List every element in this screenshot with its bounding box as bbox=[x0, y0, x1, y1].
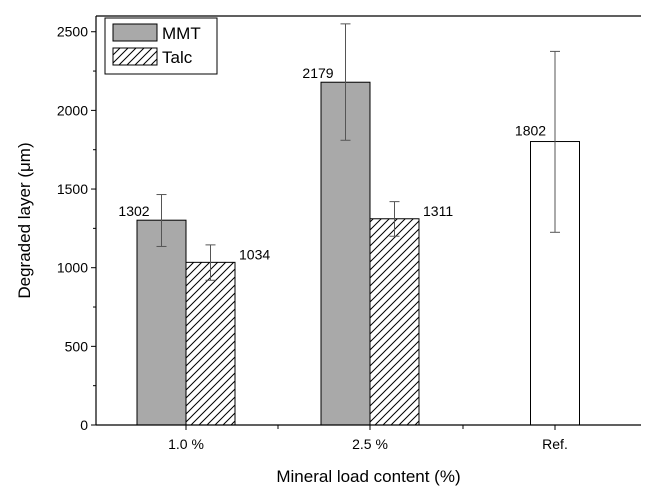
data-labels: 1302 1034 2179 1311 1802 bbox=[118, 65, 546, 262]
y-tick-label-1000: 1000 bbox=[57, 260, 88, 276]
y-tick-label-2500: 2500 bbox=[57, 24, 88, 40]
y-tick-label-2000: 2000 bbox=[57, 102, 88, 118]
y-axis-title: Degraded layer (μm) bbox=[15, 142, 34, 298]
bar-talc-10 bbox=[185, 261, 236, 426]
x-tick-label-1: 2.5 % bbox=[352, 436, 388, 452]
y-tick-label-1500: 1500 bbox=[57, 181, 88, 197]
y-tick-label-500: 500 bbox=[65, 338, 89, 354]
axes: 0 500 1000 1500 2000 2500 1.0 % 2.5 % Ref. bbox=[57, 15, 641, 452]
bar-talc-25 bbox=[369, 218, 420, 426]
data-label-talc-25: 1311 bbox=[423, 203, 453, 219]
data-label-talc-10: 1034 bbox=[239, 246, 270, 262]
legend-label-mmt: MMT bbox=[162, 24, 201, 43]
y-tick-label-0: 0 bbox=[80, 417, 88, 433]
data-label-mmt-10: 1302 bbox=[118, 203, 149, 219]
x-axis-title: Mineral load content (%) bbox=[276, 467, 460, 486]
bar-mmt-10 bbox=[136, 219, 187, 426]
legend-swatch-talc bbox=[112, 47, 158, 66]
legend-label-talc: Talc bbox=[162, 48, 193, 67]
legend-swatch-mmt bbox=[112, 23, 158, 42]
error-bars-layer bbox=[156, 23, 560, 281]
x-tick-label-2: Ref. bbox=[542, 436, 568, 452]
bars-layer bbox=[136, 81, 580, 426]
data-label-mmt-25: 2179 bbox=[302, 65, 333, 81]
data-label-ref-Ref: 1802 bbox=[515, 123, 546, 139]
x-tick-label-0: 1.0 % bbox=[168, 436, 204, 452]
legend: MMT Talc bbox=[104, 17, 218, 75]
